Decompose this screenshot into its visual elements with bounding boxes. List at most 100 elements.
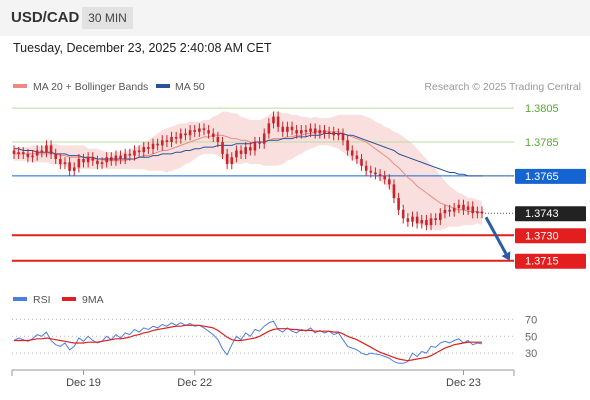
candle — [114, 150, 118, 166]
arrow-shaft — [484, 216, 508, 255]
candle — [262, 128, 266, 149]
candle — [406, 213, 410, 227]
arrow-head — [501, 251, 511, 261]
candle — [45, 140, 48, 158]
datetime-label: Tuesday, December 23, 2025 2:40:08 AM CE… — [13, 41, 272, 55]
level-1.3785-label: 1.3785 — [525, 137, 559, 149]
candle — [133, 145, 136, 161]
rsi-ma-legend-label: 9MA — [82, 294, 104, 306]
candle — [337, 128, 340, 141]
candle — [17, 147, 20, 159]
candle — [355, 150, 359, 165]
candle — [249, 142, 252, 156]
candle — [350, 145, 354, 161]
level-1.3730-label: 1.3730 — [525, 230, 559, 242]
candle — [40, 145, 44, 158]
candle — [466, 201, 470, 215]
candle — [286, 121, 289, 137]
candle — [188, 125, 192, 141]
candle — [128, 148, 132, 161]
candle — [388, 174, 391, 190]
x-tick-label: Dec 23 — [446, 377, 481, 389]
candle — [221, 136, 224, 159]
candle — [443, 204, 447, 219]
candle — [341, 128, 345, 146]
candles — [12, 111, 484, 231]
level-1.3765-tag — [515, 168, 586, 184]
candle — [86, 152, 90, 168]
candle — [281, 121, 285, 137]
candle — [31, 150, 34, 163]
ma50-legend-swatch — [156, 84, 170, 88]
candle — [476, 206, 479, 219]
rsi-ma-legend-swatch — [62, 297, 76, 301]
ma20-legend-label: MA 20 + Bollinger Bands — [33, 81, 148, 93]
candle — [429, 213, 433, 231]
candle — [452, 203, 456, 217]
candle — [253, 136, 257, 156]
candle — [276, 111, 280, 132]
candle — [239, 145, 243, 159]
candle — [96, 155, 99, 170]
candle — [77, 153, 81, 173]
candle — [225, 148, 229, 170]
rsi-level-50-label: 50 — [525, 331, 537, 343]
candle — [105, 152, 108, 168]
candle — [235, 145, 238, 163]
credit-label: Research © 2025 Trading Central — [424, 81, 581, 93]
candle — [12, 145, 16, 159]
candle — [123, 148, 127, 165]
level-1.3743-tag — [515, 206, 586, 222]
candle — [26, 148, 30, 163]
candle — [462, 199, 465, 215]
candle — [165, 135, 169, 148]
candle — [415, 211, 419, 229]
candle — [142, 142, 146, 158]
chart-header: USD/CAD 30 MIN — [0, 0, 590, 36]
candle — [299, 125, 303, 139]
projection-arrow — [484, 216, 511, 261]
candle — [49, 140, 53, 159]
rsi-legend-label: RSI — [33, 294, 51, 306]
candle — [401, 204, 405, 224]
candle — [35, 145, 39, 161]
rsi-level-30-label: 30 — [525, 348, 537, 360]
level-1.3765-label: 1.3765 — [525, 171, 559, 183]
rsi-legend-swatch — [13, 297, 27, 301]
candle — [151, 138, 155, 154]
candle — [448, 204, 451, 217]
candle — [434, 213, 437, 226]
time-axis: Dec 19 Dec 22 Dec 23 — [11, 369, 515, 389]
rsi-ma-line — [14, 324, 482, 362]
candle — [193, 125, 197, 137]
candle — [174, 131, 178, 144]
candle — [137, 145, 141, 158]
candle — [72, 162, 76, 176]
candle — [425, 214, 428, 231]
candle — [160, 135, 164, 151]
x-tick-label: Dec 22 — [177, 377, 212, 389]
candle — [397, 192, 400, 215]
candle — [110, 152, 113, 166]
candle — [290, 121, 294, 136]
candle — [267, 118, 271, 139]
candle — [304, 125, 308, 137]
candle — [119, 150, 122, 165]
candle — [207, 125, 210, 139]
rsi-level-70-label: 70 — [525, 314, 537, 326]
candle — [202, 123, 206, 136]
candle — [411, 211, 414, 227]
candle — [100, 157, 104, 170]
bollinger-band-area — [14, 111, 482, 231]
candle — [91, 152, 95, 166]
ma50-legend-label: MA 50 — [175, 81, 205, 93]
candle — [184, 128, 187, 141]
level-1.3805-label: 1.3805 — [525, 103, 559, 115]
candle — [170, 131, 173, 148]
level-1.3730-tag — [515, 228, 586, 244]
candle — [318, 125, 322, 139]
candle — [471, 201, 475, 219]
timeframe-badge[interactable]: 30 MIN — [82, 7, 133, 29]
candle — [332, 126, 336, 141]
